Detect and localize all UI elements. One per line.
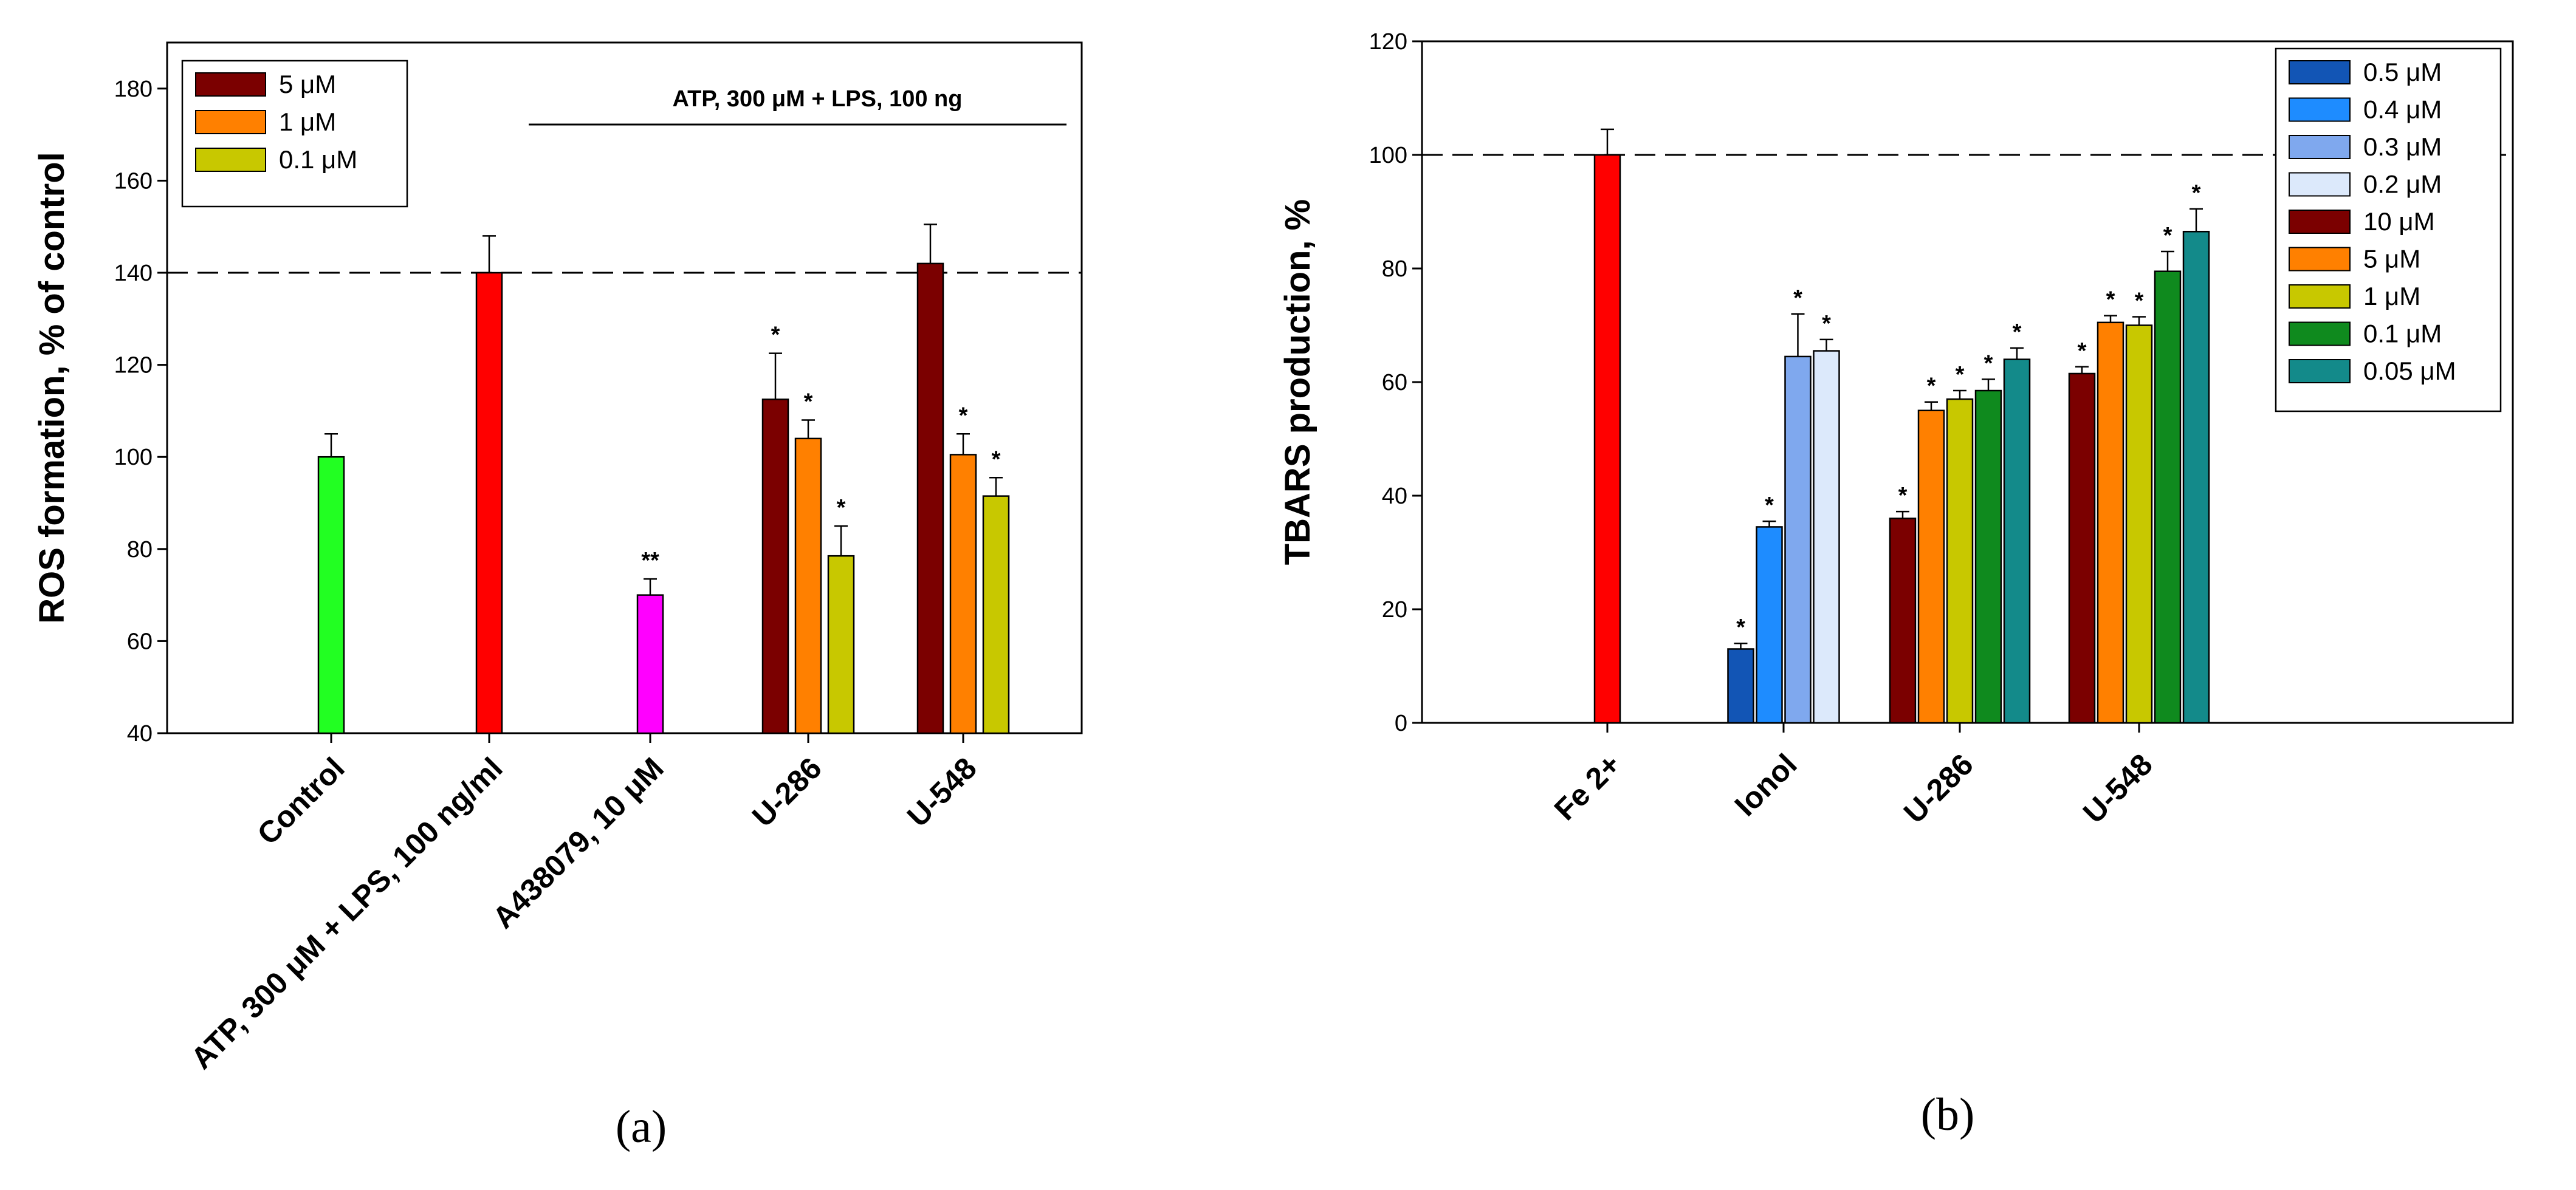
legend-label: 0.4 μM [2363, 95, 2442, 124]
legend-swatch [2289, 97, 2351, 122]
legend-swatch [195, 148, 266, 172]
legend-label: 0.5 μM [2363, 58, 2442, 86]
bar-u-286-0-05-m [2003, 358, 2031, 724]
legend-label: 0.2 μM [2363, 170, 2442, 199]
legend-label: 0.1 μM [279, 145, 357, 174]
significance-marker: * [2013, 320, 2022, 345]
bar-u-286-0-1-m [1974, 389, 2002, 724]
y-tick-label: 80 [127, 537, 153, 563]
bar-u-286-5-m [761, 398, 789, 734]
legend-swatch [2289, 172, 2351, 197]
bar-u-548-0-05-m [2182, 230, 2210, 724]
significance-marker: * [1736, 615, 1745, 640]
legend-label: 0.3 μM [2363, 132, 2442, 161]
legend-swatch [2289, 247, 2351, 272]
y-tick-label: 0 [1395, 711, 1407, 736]
significance-marker: * [1822, 311, 1831, 337]
legend: 5 μM 1 μM 0.1 μM [181, 60, 408, 208]
significance-marker: * [992, 446, 1001, 472]
significance-marker: * [2135, 288, 2144, 313]
legend-swatch [2289, 284, 2351, 309]
significance-marker: * [2163, 223, 2172, 248]
bar-atp-300-m-lps-100-ng-ml [475, 272, 503, 734]
bar-u-548-5-m [2097, 321, 2124, 724]
legend-label: 5 μM [2363, 245, 2420, 273]
significance-marker: ** [641, 548, 659, 573]
legend: 0.5 μM 0.4 μM 0.3 μM 0.2 μM 10 μM 5 μM 1 μM 0.1… [2275, 47, 2502, 412]
legend-swatch [2289, 321, 2351, 346]
y-tick-label: 60 [127, 629, 153, 654]
bar-ionol-0-4-m [1756, 526, 1783, 724]
legend-label: 10 μM [2363, 207, 2435, 236]
plot-frame [166, 41, 1083, 734]
y-tick-label: 40 [127, 721, 153, 747]
bar-ionol-0-2-m [1813, 350, 1840, 724]
bar-ionol-0-3-m [1784, 355, 1812, 724]
panel-label: (b) [1921, 1089, 1975, 1140]
y-tick-label: 80 [1382, 256, 1407, 282]
legend-swatch [195, 72, 266, 97]
significance-marker: * [1927, 374, 1936, 399]
y-tick-label: 40 [1382, 484, 1407, 509]
bar-control [317, 456, 345, 734]
bar-u-548-5-m [916, 262, 944, 734]
legend-label: 0.05 μM [2363, 357, 2456, 385]
significance-marker: * [1898, 483, 1908, 508]
legend-label: 5 μM [279, 70, 336, 98]
bar-u-548-10-m [2068, 372, 2096, 724]
significance-marker: * [1793, 286, 1802, 311]
bar-u-286-5-m [1917, 409, 1945, 724]
y-tick-label: 140 [114, 261, 153, 286]
legend-swatch [2289, 60, 2351, 84]
y-tick-label: 120 [1369, 29, 1407, 55]
significance-marker: * [2106, 287, 2115, 313]
legend-label: 1 μM [2363, 282, 2420, 310]
legend-label: 0.1 μM [2363, 320, 2442, 348]
significance-marker: * [2192, 180, 2201, 206]
bar-u-286-10-m [1889, 518, 1917, 724]
bar-u-286-0-1-m [827, 555, 855, 734]
y-tick-label: 120 [114, 353, 153, 378]
annotation-label: ATP, 300 μM + LPS, 100 ng [673, 86, 963, 112]
bar-u-548-0-1-m [982, 495, 1010, 734]
bar-fe-2 [1593, 154, 1621, 724]
legend-label: 1 μM [279, 108, 336, 136]
y-tick-label: 180 [114, 77, 153, 102]
bar-a438079-10-m [636, 594, 664, 734]
legend-swatch [195, 110, 266, 134]
significance-marker: * [804, 389, 813, 415]
significance-marker: * [1956, 362, 1965, 388]
bar-u-286-1-m [794, 437, 822, 734]
panel-a: 40 60 80 100 120 140 160 180 ROS formation, % of… [32, 41, 1083, 1152]
y-tick-label: 100 [114, 445, 153, 470]
y-tick-label: 100 [1369, 143, 1407, 168]
y-tick-label: 160 [114, 168, 153, 194]
y-tick-label: 20 [1382, 597, 1407, 623]
y-tick-label: 60 [1382, 370, 1407, 395]
significance-marker: * [1984, 351, 1993, 376]
bar-ionol-0-5-m [1727, 648, 1754, 724]
significance-marker: * [1765, 493, 1774, 518]
y-axis-title: ROS formation, % of control [32, 152, 72, 624]
significance-marker: * [771, 323, 780, 348]
bar-u-548-0-1-m [2154, 270, 2182, 724]
significance-marker: * [837, 495, 846, 521]
legend-swatch [2289, 359, 2351, 383]
bar-u-548-1-m [2125, 324, 2153, 724]
legend-swatch [2289, 135, 2351, 159]
significance-marker: * [959, 403, 968, 428]
bar-u-548-1-m [949, 454, 977, 734]
legend-swatch [2289, 210, 2351, 234]
bar-u-286-1-m [1946, 398, 1974, 724]
panel-label: (a) [616, 1101, 667, 1152]
y-axis-title: TBARS production, % [1278, 199, 1317, 566]
significance-marker: * [2078, 338, 2087, 364]
